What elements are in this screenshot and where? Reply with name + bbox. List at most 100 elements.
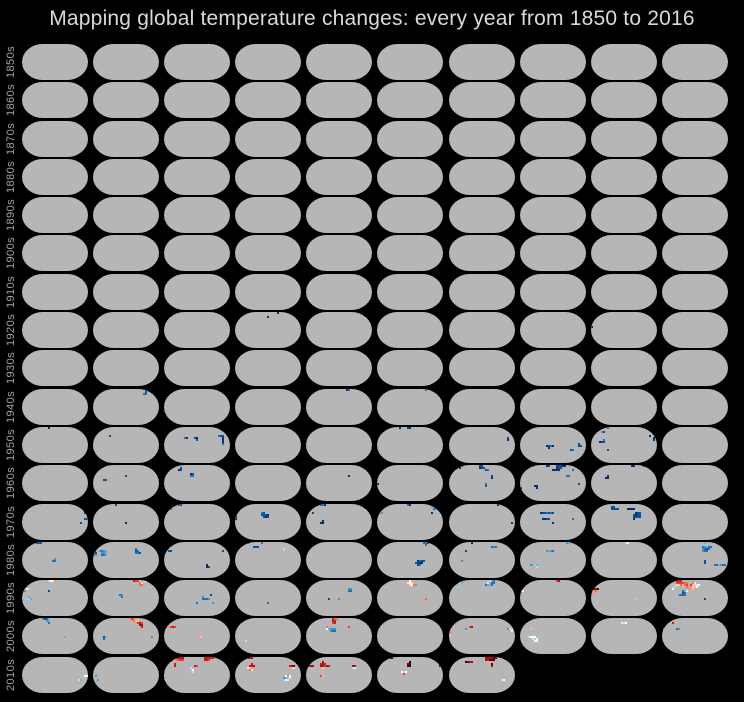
map-1893 xyxy=(235,197,302,234)
decade-label: 1910s xyxy=(4,275,17,308)
map-1980 xyxy=(22,541,88,578)
decade-label-box: 1930s xyxy=(0,350,22,386)
map-1987 xyxy=(519,541,586,578)
map-1995 xyxy=(377,580,444,617)
decade-row-1980s: 1980s xyxy=(0,541,728,578)
map-1859 xyxy=(661,44,728,80)
decade-label: 2000s xyxy=(4,620,17,653)
map-1896 xyxy=(448,197,515,234)
decade-label: 1860s xyxy=(4,84,17,117)
map-1875 xyxy=(377,120,444,157)
map-2001 xyxy=(93,618,160,655)
decade-label-box: 1990s xyxy=(0,580,22,616)
map-1955 xyxy=(377,426,444,463)
map-1965 xyxy=(377,465,444,502)
map-1929 xyxy=(661,312,728,349)
decade-label-box: 1970s xyxy=(0,504,22,540)
decade-row-1860s: 1860s xyxy=(0,82,728,119)
map-1960 xyxy=(22,465,88,502)
map-1886 xyxy=(448,158,515,195)
decade-label: 1950s xyxy=(4,428,17,461)
map-2015 xyxy=(377,656,444,693)
map-1958 xyxy=(590,426,657,463)
map-1953 xyxy=(235,426,302,463)
map-1904 xyxy=(306,235,373,272)
map-1984 xyxy=(306,541,373,578)
map-1870 xyxy=(22,120,88,157)
map-1947 xyxy=(519,388,586,425)
year-maps-1850s xyxy=(22,44,728,80)
decade-row-1960s: 1960s xyxy=(0,465,728,502)
map-1951 xyxy=(93,426,160,463)
map-1928 xyxy=(590,312,657,349)
map-1869 xyxy=(661,82,728,119)
decade-label-box: 1920s xyxy=(0,312,22,348)
map-1962 xyxy=(164,465,231,502)
year-maps-2010s xyxy=(22,656,515,693)
decade-label: 1930s xyxy=(4,352,17,385)
map-1990 xyxy=(22,580,88,617)
map-2016 xyxy=(448,656,515,693)
map-1988 xyxy=(590,541,657,578)
map-1913 xyxy=(235,273,302,310)
decade-label: 1920s xyxy=(4,314,17,347)
decade-row-1910s: 1910s xyxy=(0,273,728,310)
map-1974 xyxy=(306,503,373,540)
map-1981 xyxy=(93,541,160,578)
map-1862 xyxy=(164,82,231,119)
map-1882 xyxy=(164,158,231,195)
map-1973 xyxy=(235,503,302,540)
decade-row-1850s: 1850s xyxy=(0,44,728,80)
decade-row-1970s: 1970s xyxy=(0,503,728,540)
year-maps-1900s xyxy=(22,235,728,272)
map-1905 xyxy=(377,235,444,272)
map-1864 xyxy=(306,82,373,119)
decade-label-box: 1960s xyxy=(0,465,22,501)
decade-label: 1850s xyxy=(4,46,17,78)
map-1851 xyxy=(93,44,160,80)
map-1931 xyxy=(93,350,160,387)
decade-row-1940s: 1940s xyxy=(0,388,728,425)
map-1925 xyxy=(377,312,444,349)
decade-label-box: 1940s xyxy=(0,389,22,425)
map-2014 xyxy=(306,656,373,693)
map-1946 xyxy=(448,388,515,425)
map-1897 xyxy=(519,197,586,234)
map-1936 xyxy=(448,350,515,387)
map-1977 xyxy=(519,503,586,540)
year-maps-1910s xyxy=(22,273,728,310)
map-1876 xyxy=(448,120,515,157)
map-1993 xyxy=(235,580,302,617)
map-1874 xyxy=(306,120,373,157)
map-1942 xyxy=(164,388,231,425)
map-2012 xyxy=(164,656,231,693)
map-1966 xyxy=(448,465,515,502)
map-1906 xyxy=(448,235,515,272)
map-1857 xyxy=(519,44,586,80)
map-1867 xyxy=(519,82,586,119)
map-1948 xyxy=(590,388,657,425)
map-1861 xyxy=(93,82,160,119)
map-1971 xyxy=(93,503,160,540)
map-1850 xyxy=(22,44,88,80)
decade-row-1890s: 1890s xyxy=(0,197,728,234)
decade-row-1870s: 1870s xyxy=(0,120,728,157)
map-2008 xyxy=(590,618,657,655)
year-maps-1950s xyxy=(22,426,728,463)
year-maps-1890s xyxy=(22,197,728,234)
decade-label: 1900s xyxy=(4,237,17,270)
map-1998 xyxy=(590,580,657,617)
map-1938 xyxy=(590,350,657,387)
map-1927 xyxy=(519,312,586,349)
map-1883 xyxy=(235,158,302,195)
map-1957 xyxy=(519,426,586,463)
map-2013 xyxy=(235,656,302,693)
map-1852 xyxy=(164,44,231,80)
map-1879 xyxy=(661,120,728,157)
map-1920 xyxy=(22,312,88,349)
decade-label-box: 1950s xyxy=(0,427,22,463)
map-1901 xyxy=(93,235,160,272)
map-1937 xyxy=(519,350,586,387)
map-1860 xyxy=(22,82,88,119)
map-1895 xyxy=(377,197,444,234)
